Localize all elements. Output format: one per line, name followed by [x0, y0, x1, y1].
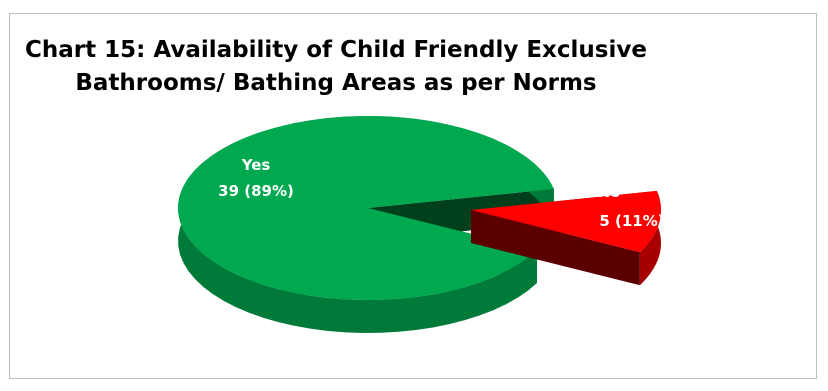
pie-slices: [178, 116, 661, 333]
pie-slice-no: [471, 190, 661, 286]
data-label-no-name: No: [598, 183, 621, 201]
chart-title-line-2: Bathrooms/ Bathing Areas as per Norms: [75, 70, 597, 96]
chart-title-line-1: Chart 15: Availability of Child Friendly…: [25, 37, 647, 63]
data-label-yes-name: Yes: [241, 156, 271, 174]
pie-data-labels: Yes 39 (89%) No 5 (11%): [218, 156, 665, 230]
pie-slice-yes-top: [178, 116, 554, 300]
data-label-no-value: 5 (11%): [599, 212, 664, 230]
pie-slice-yes: [178, 116, 554, 333]
pie-slice-no-top: [471, 190, 661, 253]
pie-slice-no-side: [639, 190, 661, 286]
data-label-yes-value: 39 (89%): [218, 182, 294, 200]
chart-title: Chart 15: Availability of Child Friendly…: [10, 34, 662, 100]
pie-slice-no-cut-face-end: [471, 210, 640, 286]
